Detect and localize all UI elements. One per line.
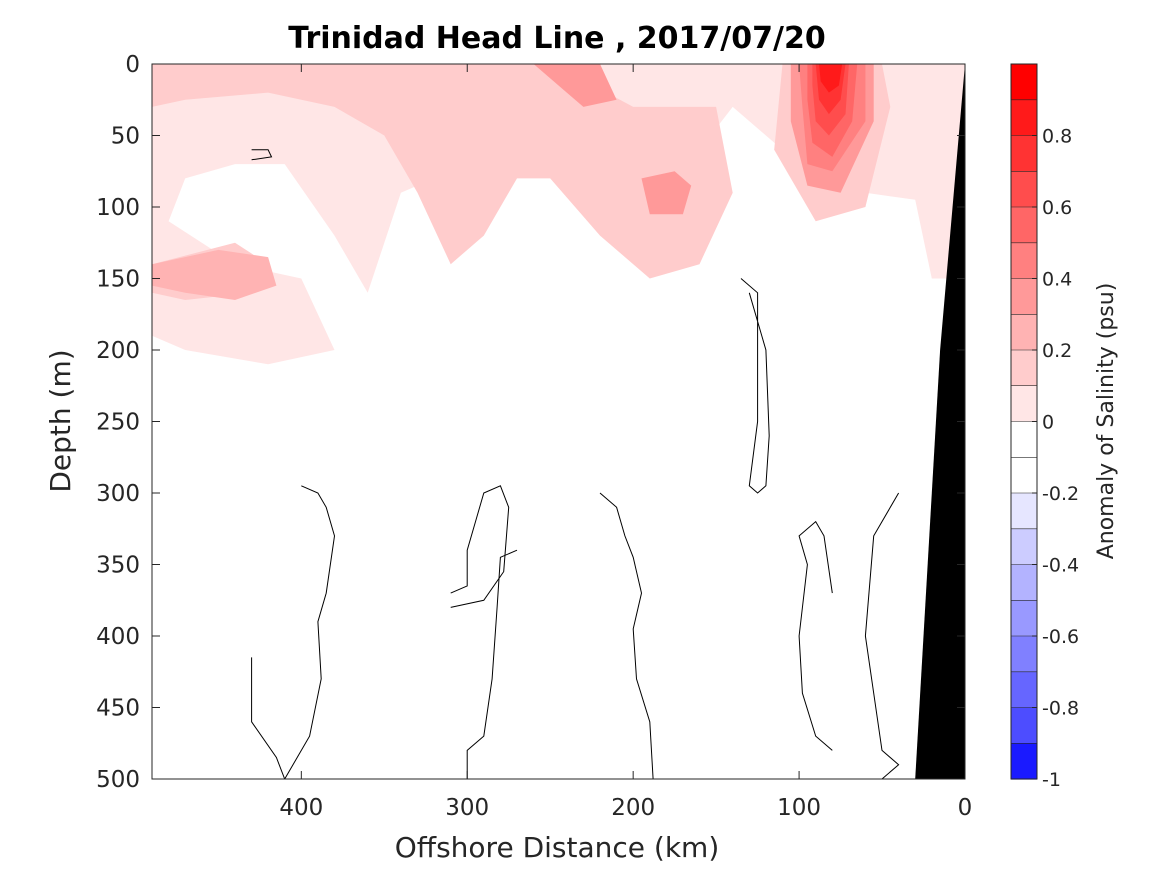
colorbar-swatch — [1011, 636, 1037, 673]
x-tick-label: 200 — [611, 795, 655, 821]
colorbar-swatch — [1011, 135, 1037, 172]
colorbar-swatch — [1011, 207, 1037, 244]
zero-contour-line — [251, 657, 286, 779]
colorbar-swatch — [1011, 64, 1037, 101]
bathymetry — [915, 64, 965, 779]
seafloor-bathymetry — [915, 64, 965, 779]
colorbar-tick-label: 0.4 — [1042, 269, 1072, 291]
colorbar-swatch — [1011, 564, 1037, 601]
colorbar: 0.8 0.6 0.4 0.2 0 -0.2 -0.4 -0.6 -0.8 -1 — [1010, 63, 1079, 791]
colorbar-swatch — [1011, 350, 1037, 387]
colorbar-swatch — [1011, 743, 1037, 780]
zero-contours — [251, 149, 900, 779]
y-tick-label: 0 — [125, 52, 140, 78]
colorbar-swatch — [1011, 99, 1037, 137]
colorbar-label: Anomaly of Salinity (psu) — [1094, 283, 1119, 560]
colorbar-swatch — [1011, 385, 1037, 422]
colorbar-swatch — [1011, 707, 1037, 744]
colorbar-tick-label: -0.8 — [1042, 698, 1079, 720]
colorbar-swatch — [1011, 671, 1037, 709]
anomaly-region — [152, 64, 965, 365]
colorbar-tick-label: -0.4 — [1042, 555, 1079, 577]
y-tick-label: 350 — [96, 553, 140, 579]
x-tick-label: 0 — [958, 795, 973, 821]
anomaly-region — [152, 64, 733, 279]
y-tick-label: 150 — [96, 267, 140, 293]
colorbar-tick-label: 0.6 — [1042, 197, 1072, 219]
zero-contour-line — [864, 492, 900, 779]
anomaly-region — [533, 64, 617, 107]
colorbar-swatch — [1011, 528, 1037, 566]
zero-contour-line — [251, 149, 273, 161]
x-tick-label: 400 — [279, 795, 323, 821]
x-axis-ticks: 400 300 200 100 0 — [279, 64, 972, 821]
y-tick-label: 50 — [111, 124, 140, 150]
anomaly-regions — [152, 64, 965, 365]
y-tick-label: 500 — [96, 767, 140, 793]
zero-contour-line — [450, 485, 510, 608]
colorbar-swatch — [1011, 314, 1037, 351]
anomaly-region — [819, 64, 843, 93]
y-tick-label: 250 — [96, 410, 140, 436]
y-axis-label: Depth (m) — [44, 349, 77, 492]
colorbar-swatch — [1011, 457, 1037, 494]
y-tick-label: 450 — [96, 696, 140, 722]
colorbar-swatch — [1011, 493, 1037, 530]
anomaly-region — [641, 171, 692, 215]
y-axis-ticks: 0 50 100 150 200 250 300 350 400 450 500 — [96, 52, 965, 793]
colorbar-swatch — [1011, 600, 1037, 637]
chart-title: Trinidad Head Line , 2017/07/20 — [288, 21, 825, 56]
plot-area — [152, 64, 965, 779]
colorbar-swatch — [1011, 242, 1037, 280]
colorbar-tick-label: -0.2 — [1042, 483, 1079, 505]
colorbar-tick-label: 0.8 — [1042, 126, 1072, 148]
colorbar-tick-label: 0 — [1042, 412, 1054, 434]
x-tick-label: 300 — [445, 795, 489, 821]
y-tick-label: 300 — [96, 481, 140, 507]
zero-contour-line — [599, 492, 654, 779]
colorbar-tick-label: -0.6 — [1042, 626, 1079, 648]
colorbar-swatch — [1011, 171, 1037, 208]
y-tick-label: 200 — [96, 338, 140, 364]
colorbar-tick-label: -1 — [1042, 769, 1061, 791]
anomaly-region — [152, 249, 277, 300]
x-axis-label: Offshore Distance (km) — [395, 831, 720, 864]
y-tick-label: 100 — [96, 195, 140, 221]
zero-contour-line — [284, 485, 336, 779]
zero-contour-line — [798, 520, 833, 751]
zero-contour-line — [466, 549, 518, 779]
colorbar-swatch — [1011, 421, 1037, 458]
colorbar-swatch — [1011, 278, 1037, 315]
y-tick-label: 400 — [96, 624, 140, 650]
zero-contour-line — [740, 278, 770, 494]
x-tick-label: 100 — [777, 795, 821, 821]
colorbar-tick-label: 0.2 — [1042, 340, 1072, 362]
